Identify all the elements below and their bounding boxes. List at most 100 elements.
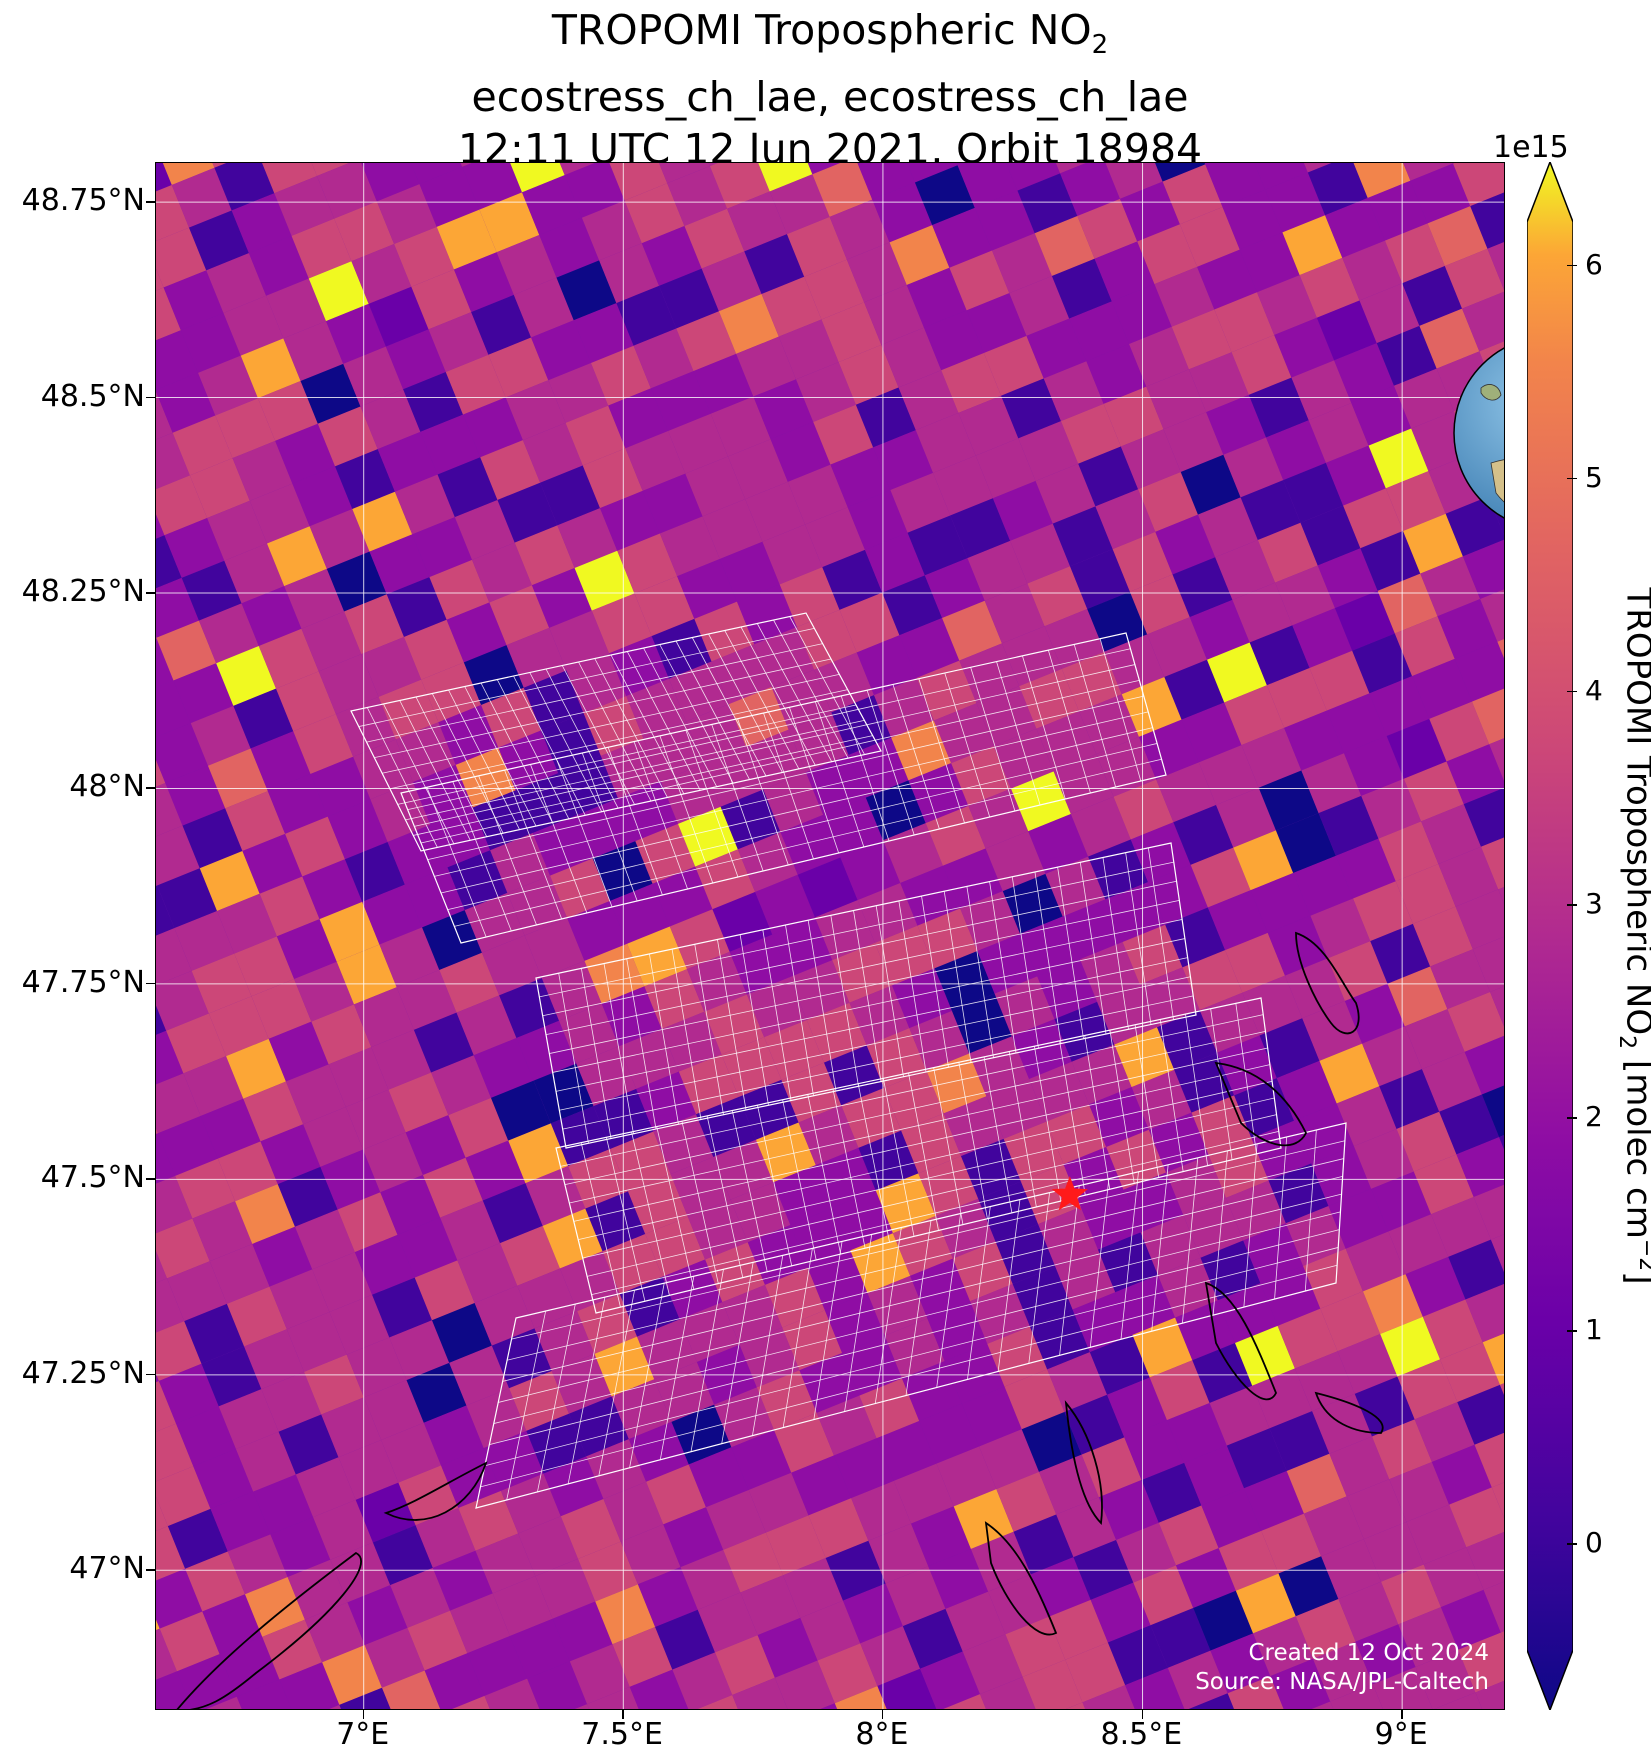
no2-pixel (372, 1277, 432, 1338)
no2-pixel (268, 1021, 329, 1082)
no2-pixel (156, 1619, 160, 1631)
no2-pixel (799, 1352, 860, 1413)
no2-pixel (185, 1551, 246, 1612)
lake-outline (1295, 931, 1360, 1035)
no2-pixel (327, 799, 388, 860)
no2-pixel (474, 1285, 535, 1346)
no2-pixel (322, 1645, 383, 1705)
no2-pixel (1457, 1384, 1504, 1445)
no2-pixel (539, 217, 600, 278)
no2-pixel (560, 1499, 621, 1559)
no2-pixel (484, 1678, 540, 1709)
no2-pixel (286, 1312, 347, 1372)
footprint-mesh-line (813, 1241, 843, 1420)
no2-pixel (157, 1116, 218, 1176)
no2-pixel (360, 389, 421, 450)
footprint-mesh-line (1304, 1129, 1317, 1292)
no2-pixel (1111, 284, 1172, 345)
no2-pixel (1419, 308, 1480, 369)
no2-pixel (293, 714, 354, 774)
no2-pixel (839, 592, 900, 653)
no2-pixel (1214, 292, 1275, 353)
no2-pixel (833, 1438, 894, 1499)
no2-pixel (300, 363, 361, 424)
no2-pixel (1239, 232, 1300, 293)
no2-pixel (933, 455, 993, 516)
no2-pixel (906, 267, 967, 328)
no2-pixel (679, 1302, 740, 1363)
no2-pixel (343, 346, 404, 407)
footprint-mesh-line (564, 1030, 1266, 1186)
no2-pixel (1029, 1061, 1089, 1122)
no2-map-canvas[interactable] (156, 163, 1505, 1710)
footprint-mesh-line (782, 1099, 817, 1261)
footprint-mesh-line (711, 724, 764, 872)
no2-pixel (616, 285, 677, 346)
no2-pixel (302, 859, 363, 920)
lon-tick-label: 7°E (336, 1717, 390, 1752)
no2-pixel (172, 415, 233, 476)
no2-pixel (329, 1294, 390, 1355)
no2-pixel (1210, 1633, 1271, 1694)
map-panel[interactable]: Created 12 Oct 2024 Source: NASA/JPL-Cal… (155, 162, 1505, 1710)
no2-pixel (244, 1329, 305, 1390)
no2-pixel (1010, 523, 1071, 584)
no2-pixel (781, 1062, 842, 1123)
colorbar-tick-label: 5 (1585, 460, 1603, 494)
no2-pixel (1283, 462, 1344, 523)
no2-pixel (610, 1131, 671, 1192)
no2-pixel (1403, 761, 1464, 822)
no2-pixel (568, 1396, 629, 1457)
no2-pixel (968, 788, 1029, 849)
no2-pixel (1293, 855, 1354, 916)
no2-pixel (731, 1430, 792, 1490)
no2-pixel (1038, 1206, 1099, 1267)
no2-pixel (1180, 454, 1241, 515)
no2-pixel (1125, 1667, 1185, 1709)
no2-pixel (1140, 1215, 1201, 1275)
no2-pixel (1080, 1189, 1141, 1250)
no2-pixel (783, 1558, 843, 1618)
no2-pixel (422, 1157, 483, 1218)
no2-pixel (659, 163, 710, 184)
no2-pixel (1269, 1411, 1330, 1472)
no2-pixel (158, 1363, 219, 1424)
no2-pixel (945, 1591, 1006, 1652)
no2-pixel (235, 1431, 296, 1492)
no2-pixel (156, 1380, 177, 1432)
no2-pixel (277, 1166, 338, 1227)
no2-pixel (966, 293, 1027, 354)
no2-pixel (276, 919, 337, 980)
no2-pixel (1124, 1420, 1185, 1481)
no2-pixel (1420, 556, 1481, 617)
no2-pixel (1027, 566, 1088, 627)
no2-pixel (156, 825, 200, 886)
no2-pixel (479, 192, 540, 253)
no2-pixel (284, 568, 345, 629)
footprint-mesh-line (434, 711, 1149, 877)
no2-pixel (1189, 599, 1250, 660)
no2-pixel (156, 372, 216, 433)
colorbar-tick (1567, 690, 1577, 693)
no2-pixel (1462, 291, 1504, 352)
no2-pixel (569, 1644, 630, 1705)
no2-pixel (1121, 677, 1182, 737)
no2-pixel (942, 600, 1002, 661)
no2-pixel (1320, 1291, 1381, 1352)
no2-pixel (225, 791, 286, 852)
no2-pixel (1403, 513, 1463, 574)
no2-pixel (1487, 242, 1504, 290)
no2-pixel (1072, 1292, 1133, 1353)
lat-tick (146, 592, 155, 594)
no2-pixel (231, 193, 292, 254)
no2-pixel (951, 745, 1011, 806)
colorbar-tick (1567, 1543, 1577, 1545)
footprint-mesh-line (578, 1080, 1273, 1241)
no2-pixel (902, 1608, 963, 1669)
footprint-mesh-line (1008, 1051, 1037, 1207)
no2-pixel (176, 1406, 236, 1467)
no2-pixel (156, 1321, 202, 1381)
no2-pixel (595, 1584, 656, 1645)
no2-pixel (1070, 549, 1130, 609)
no2-pixel (259, 876, 320, 937)
